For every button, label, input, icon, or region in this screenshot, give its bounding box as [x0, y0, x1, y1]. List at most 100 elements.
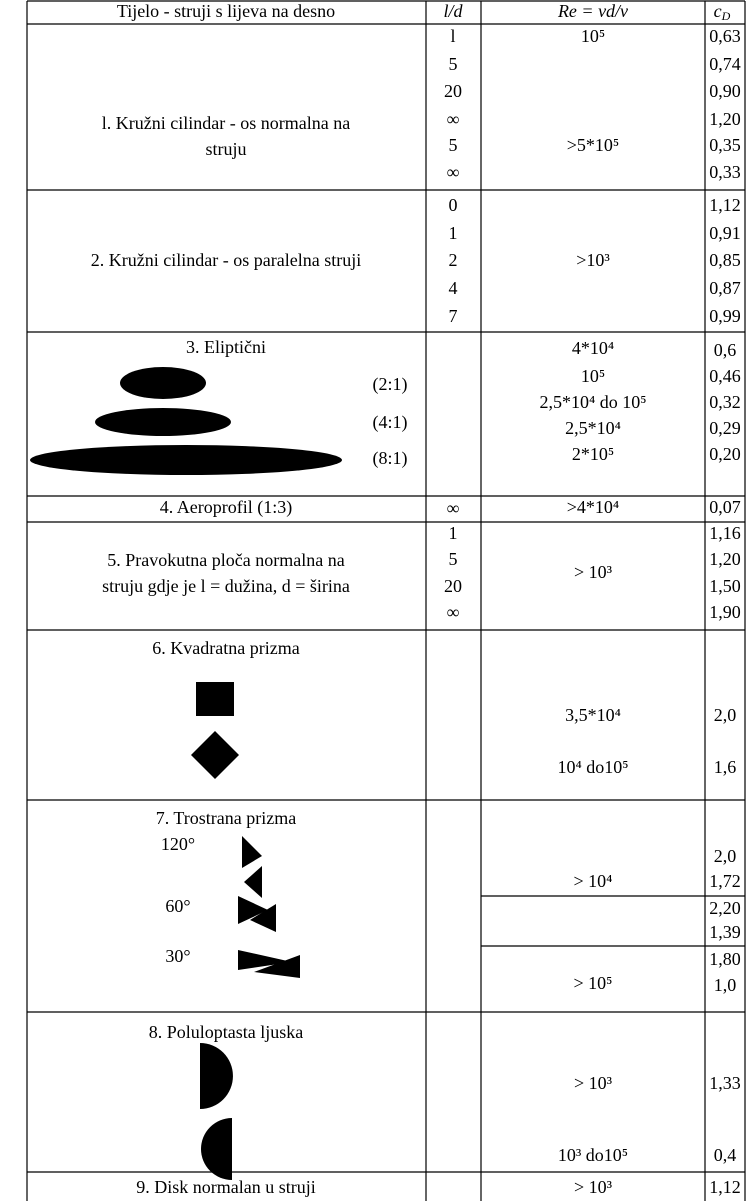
cell-re: 10³ do10⁵ — [558, 1145, 628, 1165]
cell-angles: 60° — [165, 896, 190, 916]
half-shell — [200, 1043, 233, 1109]
cell-ld: ∞ — [447, 162, 460, 182]
cell-ratios: (4:1) — [373, 412, 408, 433]
half-shell — [201, 1118, 232, 1180]
cell-ld: ∞ — [447, 498, 460, 518]
cell-cd: 0,33 — [709, 162, 741, 182]
ellipse-8-1 — [30, 445, 342, 475]
cell-angles: 120° — [161, 834, 195, 854]
cell-cd: 0,63 — [709, 26, 741, 46]
cell-title: 9. Disk normalan u struji — [136, 1177, 315, 1197]
cell-re: 10⁵ — [581, 366, 605, 386]
cell-ld: 20 — [444, 81, 462, 101]
cd-symbol: c — [714, 1, 722, 21]
cell-cd: 1,80 — [709, 949, 741, 969]
ellipse-2-1 — [120, 367, 206, 399]
square — [196, 682, 234, 716]
cell-ld: 5 — [449, 135, 458, 155]
cell-cd: 1,50 — [709, 576, 741, 596]
cell-cd: 0,4 — [714, 1145, 737, 1165]
cell-ratios: (2:1) — [373, 374, 408, 395]
header-body: Tijelo - struji s lijeva na desno — [117, 1, 335, 21]
cell-re: > 10⁵ — [574, 973, 613, 993]
cell-ld: 5 — [449, 54, 458, 74]
cell-ld: 0 — [449, 195, 458, 215]
cd-subscript: D — [721, 9, 731, 23]
cell-title: l. Kružni cilindar - os normalna na — [102, 113, 350, 133]
cell-cd: 0,29 — [709, 418, 741, 438]
cell-re: >10³ — [576, 250, 610, 270]
cell-ld: 7 — [449, 306, 458, 326]
cell-cd: 0,87 — [709, 278, 741, 298]
cell-re: 10⁵ — [581, 26, 605, 46]
cell-ld: ∞ — [447, 109, 460, 129]
cell-re: 2,5*10⁴ do 10⁵ — [539, 392, 646, 412]
cell-re: > 10³ — [574, 1177, 613, 1197]
cell-ld: 20 — [444, 576, 462, 596]
cell-angles: 30° — [165, 946, 190, 966]
cell-cd: 0,91 — [709, 223, 741, 243]
header-re: Re = vd/ν — [557, 1, 628, 21]
header-ld: l/d — [443, 1, 463, 21]
cell-cd: 2,0 — [714, 705, 737, 725]
cell-cd: 1,16 — [709, 523, 741, 543]
cell-title: 3. Eliptični — [186, 337, 266, 357]
cell-cd: 2,0 — [714, 846, 737, 866]
cell-cd: 0,99 — [709, 306, 741, 326]
cell-re: 2*10⁵ — [572, 444, 614, 464]
cell-cd: 0,85 — [709, 250, 741, 270]
cell-ld: 1 — [449, 523, 458, 543]
cell-cd: 1,33 — [709, 1073, 741, 1093]
cell-cd: 1,12 — [709, 195, 741, 215]
diamond — [191, 731, 239, 779]
drag-table: Tijelo - struji s lijeva na desno l/d Re… — [0, 0, 750, 1201]
cell-cd: 0,74 — [709, 54, 741, 74]
cell-title: 4. Aeroprofil (1:3) — [160, 497, 292, 518]
cell-cd: 1,72 — [709, 871, 741, 891]
cell-cd: 1,0 — [714, 975, 737, 995]
cell-cd: 0,32 — [709, 392, 741, 412]
cell-re: 2,5*10⁴ — [565, 418, 621, 438]
cell-ld: 5 — [449, 549, 458, 569]
cell-re: > 10³ — [574, 562, 613, 582]
cell-re: 10⁴ do10⁵ — [557, 757, 628, 777]
cell-ratios: (8:1) — [373, 448, 408, 469]
cell-title: 7. Trostrana prizma — [156, 808, 296, 828]
cell-cd: 1,39 — [709, 922, 741, 942]
cell-title: 5. Pravokutna ploča normalna na — [107, 550, 344, 570]
cell-re: 3,5*10⁴ — [565, 705, 621, 725]
cell-ld: l — [450, 26, 455, 46]
cell-cd: 1,90 — [709, 602, 741, 622]
triangle — [242, 836, 262, 868]
cell-title: struju — [205, 139, 246, 159]
cell-re: 4*10⁴ — [572, 338, 614, 358]
cell-re: >4*10⁴ — [567, 497, 619, 517]
cell-re: > 10⁴ — [574, 871, 613, 891]
cell-ld: 1 — [449, 223, 458, 243]
cell-re: > 10³ — [574, 1073, 613, 1093]
cell-cd: 2,20 — [709, 898, 741, 918]
cell-title: struju gdje je l = dužina, d = širina — [102, 576, 350, 596]
cell-re: >5*10⁵ — [567, 135, 619, 155]
grid — [27, 1, 745, 1201]
cell-cd: 0,20 — [709, 444, 741, 464]
cell-cd: 1,20 — [709, 549, 741, 569]
cell-cd: 1,12 — [709, 1177, 741, 1197]
cell-cd: 0,90 — [709, 81, 741, 101]
cell-ld: 4 — [449, 278, 458, 298]
ellipse-4-1 — [95, 408, 231, 436]
cell-title: 2. Kružni cilindar - os paralelna struji — [91, 250, 361, 270]
cell-title: 6. Kvadratna prizma — [152, 638, 299, 658]
shapes — [30, 367, 342, 1180]
cell-ld: 2 — [449, 250, 458, 270]
cell-cd: 1,6 — [714, 757, 737, 777]
cell-cd: 0,35 — [709, 135, 741, 155]
cell-cd: 0,6 — [714, 340, 737, 360]
cell-cd: 0,46 — [709, 366, 741, 386]
cell-ld: ∞ — [447, 602, 460, 622]
triangle — [244, 866, 262, 898]
cell-cd: 0,07 — [709, 497, 741, 517]
cell-cd: 1,20 — [709, 109, 741, 129]
header-cd: cD — [714, 1, 731, 23]
cell-title: 8. Poluloptasta ljuska — [149, 1022, 304, 1042]
